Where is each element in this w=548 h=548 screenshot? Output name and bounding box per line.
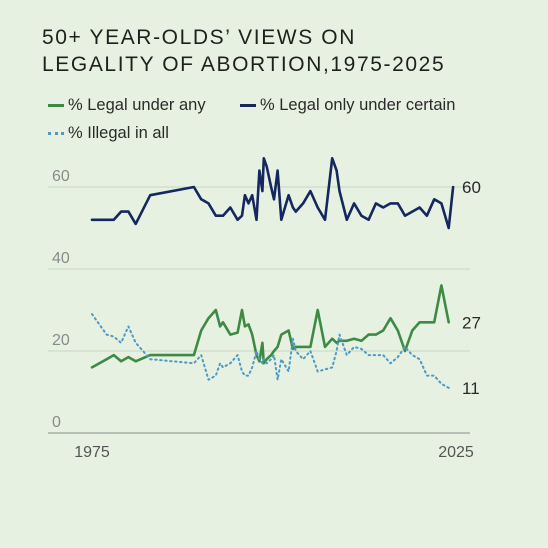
series-end-label-2: 11 [462, 379, 480, 398]
legend-swatch-legal-certain [240, 104, 256, 107]
chart-title-line-2: LEGALITY OF ABORTION,1975-2025 [42, 53, 446, 76]
legend-item-legal-any: % Legal under any [48, 96, 206, 115]
legend-label-legal-certain: % Legal only under certain [260, 96, 456, 114]
legend-item-illegal: % Illegal in all [48, 124, 169, 143]
legend-swatch-legal-any [48, 104, 64, 107]
y-tick-label: 40 [52, 250, 70, 267]
series-end-label-0: 27 [462, 313, 481, 332]
series-end-label-1: 60 [462, 178, 481, 197]
legend-swatch-illegal [48, 132, 64, 135]
chart-title-line-1: 50+ YEAR-OLDS’ VIEWS ON [42, 26, 356, 49]
series-line-2 [91, 313, 450, 389]
chart-title: 50+ YEAR-OLDS’ VIEWS ON LEGALITY OF ABOR… [42, 24, 445, 78]
x-tick-label: 1975 [74, 444, 110, 461]
series-line-1 [90, 157, 455, 230]
legend-label-illegal: % Illegal in all [68, 124, 169, 142]
legend-item-legal-certain: % Legal only under certain [240, 96, 455, 115]
y-tick-label: 0 [52, 414, 61, 431]
y-tick-label: 20 [52, 332, 70, 349]
x-tick-label: 2025 [438, 444, 474, 461]
legend-label-legal-any: % Legal under any [68, 96, 206, 114]
series-line-0 [90, 284, 450, 369]
y-tick-label: 60 [52, 168, 70, 185]
